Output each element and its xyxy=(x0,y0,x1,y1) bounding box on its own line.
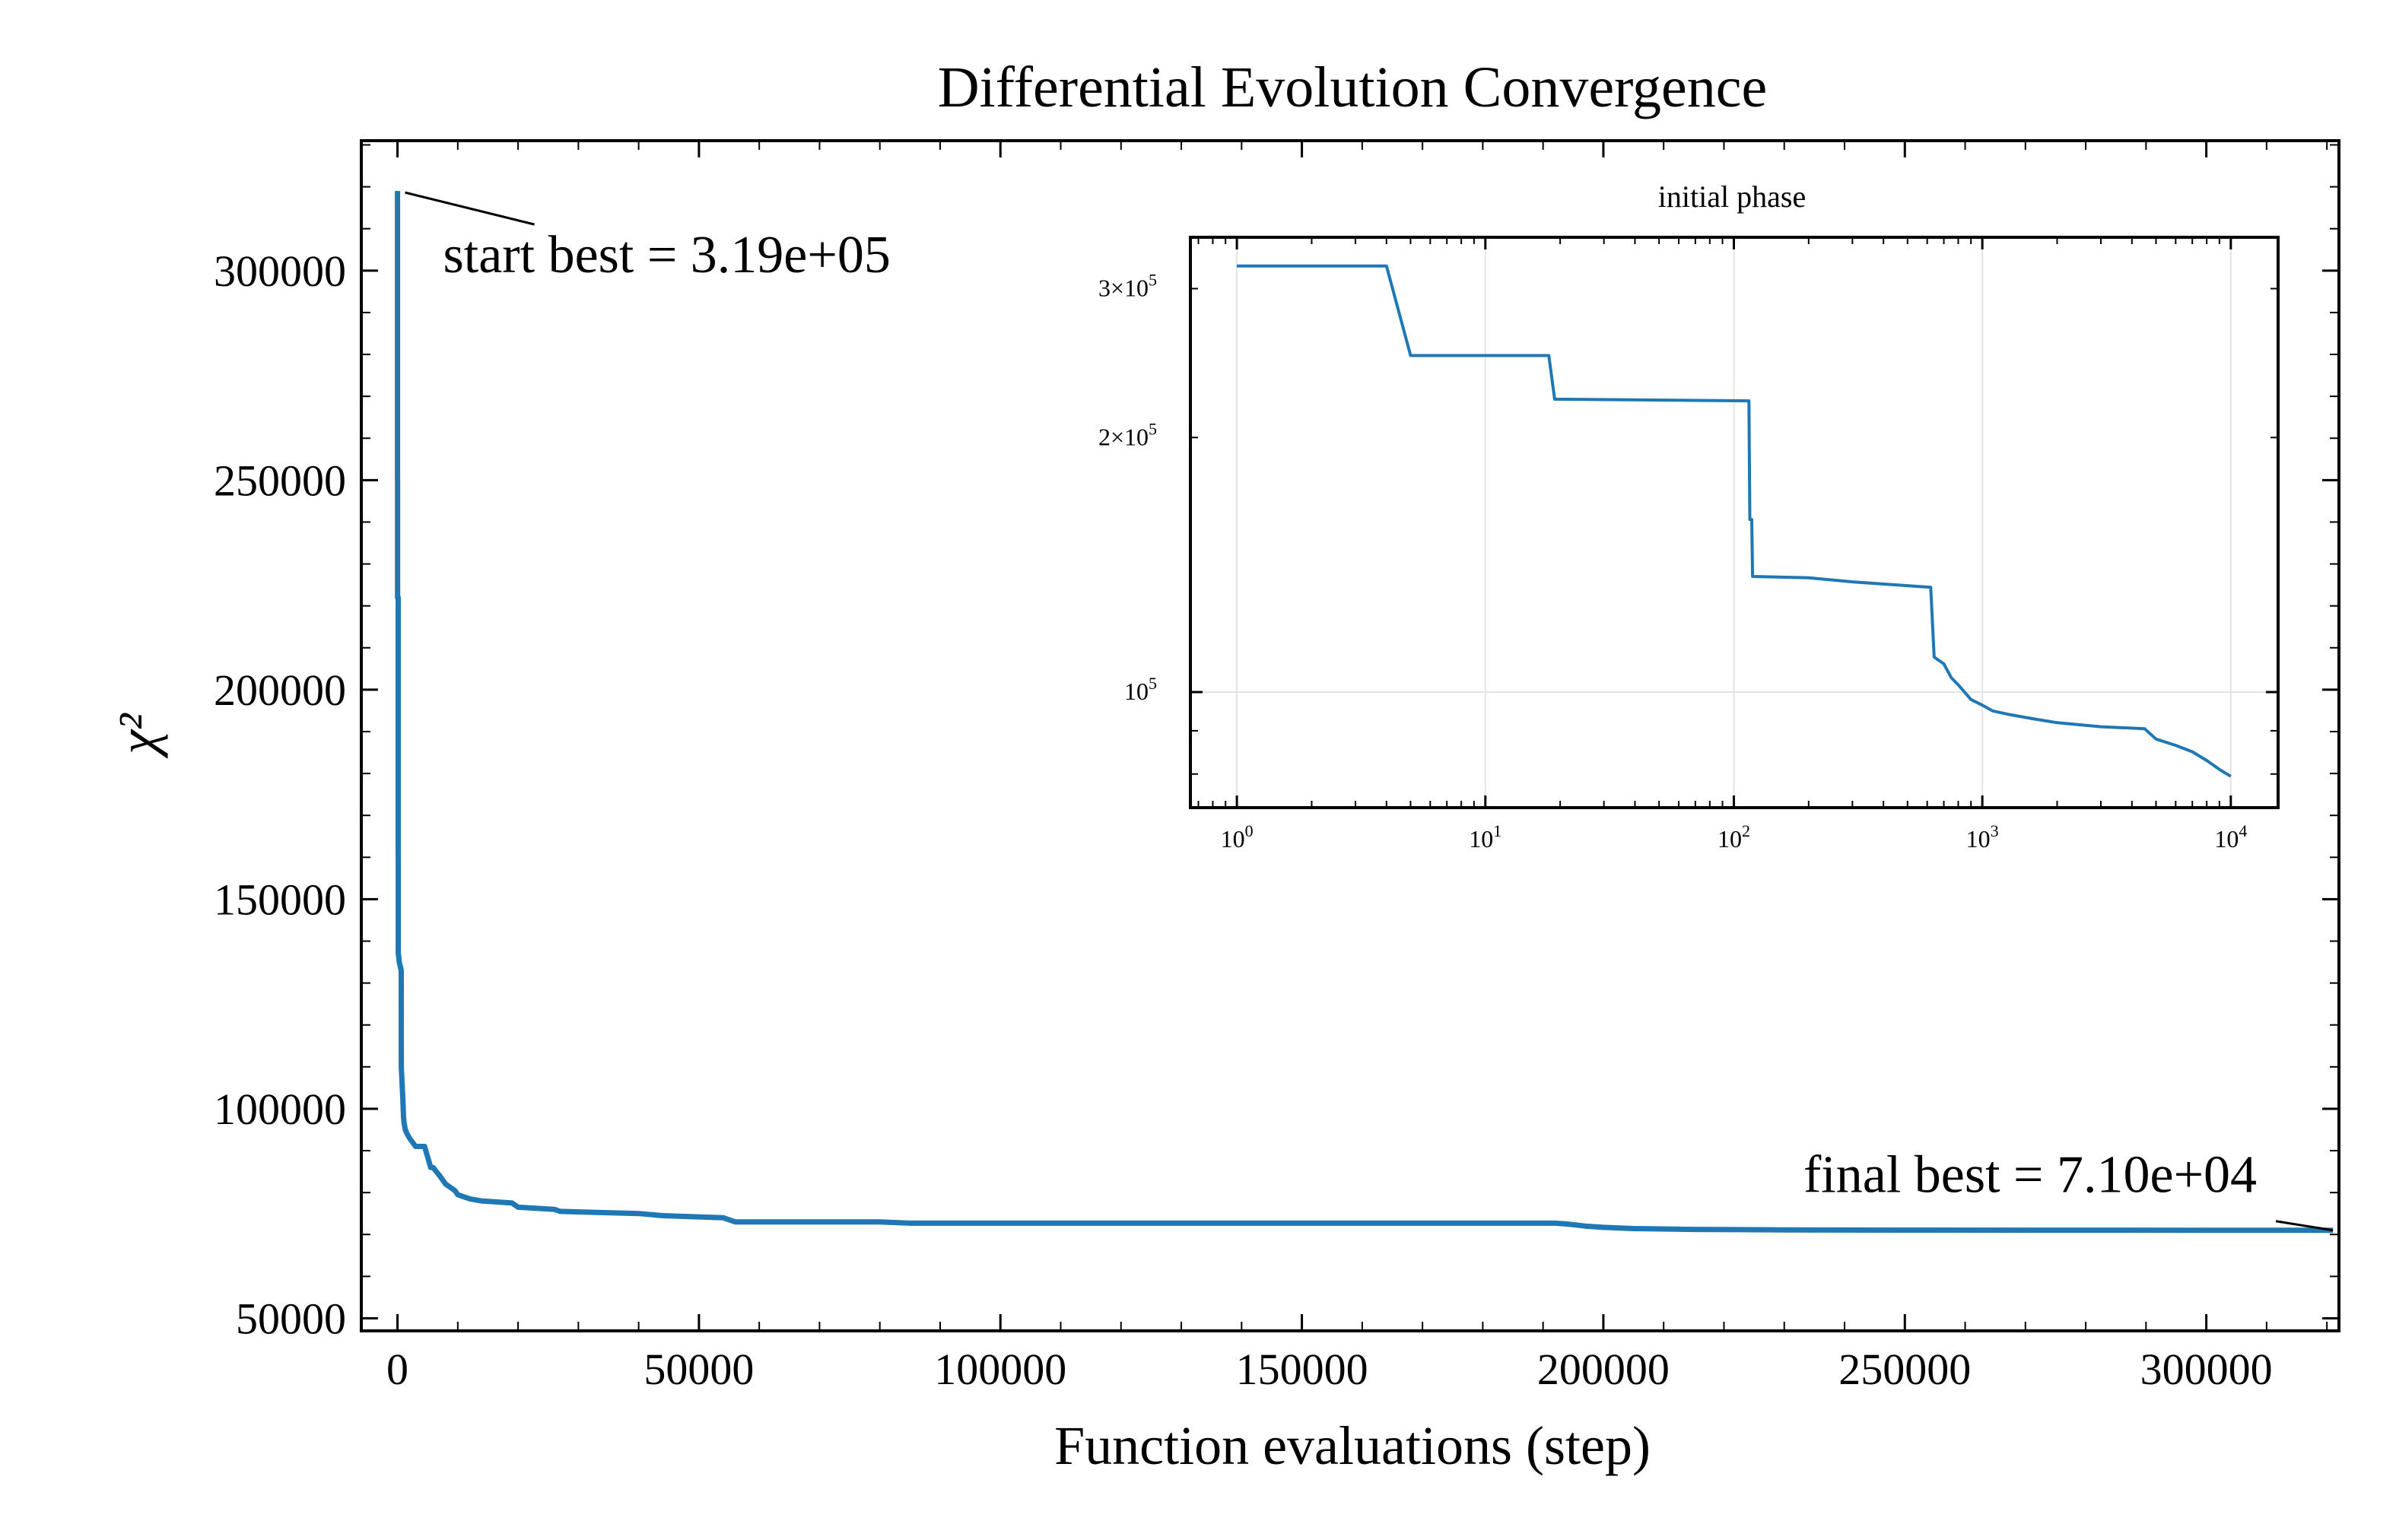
main-plot: 0 50000 100000 150000 200000 250000 300000 500… xyxy=(214,139,2340,1394)
x-tick-label: 250000 xyxy=(1838,1345,1971,1394)
y-tick-label: 100000 xyxy=(214,1084,346,1134)
x-tick-label: 200000 xyxy=(1537,1345,1670,1394)
inset-y-tick-label: 2×105 xyxy=(1098,419,1157,450)
inset-series-line xyxy=(1237,264,2232,778)
inset-x-tick-label: 101 xyxy=(1469,821,1501,853)
annotation-arrow-start xyxy=(405,191,535,226)
annotation-arrow-final xyxy=(2275,1220,2334,1232)
series-line-best-chi2 xyxy=(395,191,2334,1234)
inset-frame xyxy=(1189,236,2280,809)
inset-x-tick-label: 102 xyxy=(1718,821,1750,853)
x-tick-label: 0 xyxy=(386,1345,408,1394)
annotation-start-best: start best = 3.19e+05 xyxy=(443,226,891,284)
annotation-final-best: final best = 7.10e+04 xyxy=(1803,1146,2257,1205)
annotations: start best = 3.19e+05 final best = 7.10e+… xyxy=(405,191,2334,1232)
y-tick-label: 250000 xyxy=(214,456,346,505)
inset-x-axis-ticks: 100 101 102 103 104 xyxy=(1197,237,2247,853)
y-tick-label: 50000 xyxy=(236,1294,346,1343)
inset-x-tick-label: 104 xyxy=(2214,821,2247,853)
inset-title: initial phase xyxy=(1658,179,1806,214)
x-axis-label: Function evaluations (step) xyxy=(1054,1415,1651,1476)
x-tick-label: 150000 xyxy=(1236,1345,1368,1394)
y-tick-label: 200000 xyxy=(214,665,346,715)
y-tick-label: 300000 xyxy=(214,246,346,296)
inset-x-tick-label: 100 xyxy=(1221,821,1254,853)
inset-plot: initial phase 100 101 102 103 104 3×105 2×105… xyxy=(1098,179,2280,853)
x-tick-label: 300000 xyxy=(2140,1345,2273,1394)
inset-y-tick-label: 3×105 xyxy=(1098,270,1157,301)
x-tick-label: 50000 xyxy=(643,1345,754,1394)
main-plot-frame xyxy=(360,139,2340,1332)
y-tick-label: 150000 xyxy=(214,875,346,924)
x-tick-label: 100000 xyxy=(934,1345,1066,1394)
y-axis-label: χ² xyxy=(107,713,168,759)
y-axis-ticks: 50000 100000 150000 200000 250000 300000 xyxy=(214,144,2339,1343)
inset-y-tick-label: 105 xyxy=(1124,674,1157,705)
inset-y-axis-ticks: 3×105 2×105 105 xyxy=(1098,270,2278,775)
inset-grid xyxy=(1190,237,2278,808)
x-axis-ticks: 0 50000 100000 150000 200000 250000 300000 xyxy=(386,141,2328,1394)
chart-title: Differential Evolution Convergence xyxy=(938,56,1767,119)
inset-x-tick-label: 103 xyxy=(1966,821,1999,853)
